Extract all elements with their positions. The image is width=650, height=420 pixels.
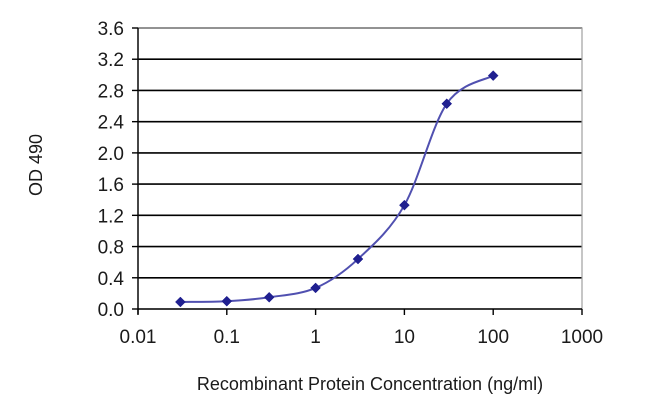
- data-point-marker: [352, 253, 364, 265]
- y-tick-label: 1.2: [98, 206, 124, 227]
- data-point-marker: [441, 98, 453, 110]
- x-tick-label: 1: [310, 327, 321, 348]
- series-line: [180, 74, 494, 303]
- y-tick-label: 2.8: [98, 81, 124, 102]
- y-tick-label: 3.2: [98, 50, 124, 71]
- y-tick-label: 0.8: [98, 238, 124, 259]
- data-point-marker: [263, 291, 275, 303]
- data-series: [175, 70, 499, 308]
- x-tick-labels: 0.01 0.1 1 10 100 1000: [120, 327, 604, 348]
- x-axis-title: Recombinant Protein Concentration (ng/ml…: [197, 374, 543, 394]
- axes: [132, 27, 583, 315]
- y-tick-label: 3.6: [98, 19, 124, 40]
- x-tick-label: 1000: [561, 327, 603, 348]
- x-tick-label: 0.01: [120, 327, 157, 348]
- data-point-marker: [175, 296, 186, 308]
- data-point-marker: [221, 295, 233, 307]
- y-tick-label: 2.4: [98, 113, 125, 134]
- y-axis-title: OD 490: [26, 134, 46, 196]
- x-tick-label: 0.1: [214, 327, 240, 348]
- y-tick-label: 0.4: [98, 269, 125, 290]
- y-tick-label: 0.0: [98, 300, 124, 321]
- data-point-marker: [487, 70, 499, 81]
- y-tick-label: 2.0: [98, 144, 124, 165]
- x-tick-label: 100: [477, 327, 509, 348]
- x-tick-label: 10: [394, 327, 415, 348]
- data-point-marker: [399, 199, 410, 211]
- y-tick-label: 1.6: [98, 175, 124, 196]
- data-point-marker: [310, 282, 321, 294]
- y-tick-labels: 0.0 0.4 0.8 1.2 1.6 2.0 2.4 2.8 3.2 3.6: [98, 19, 125, 321]
